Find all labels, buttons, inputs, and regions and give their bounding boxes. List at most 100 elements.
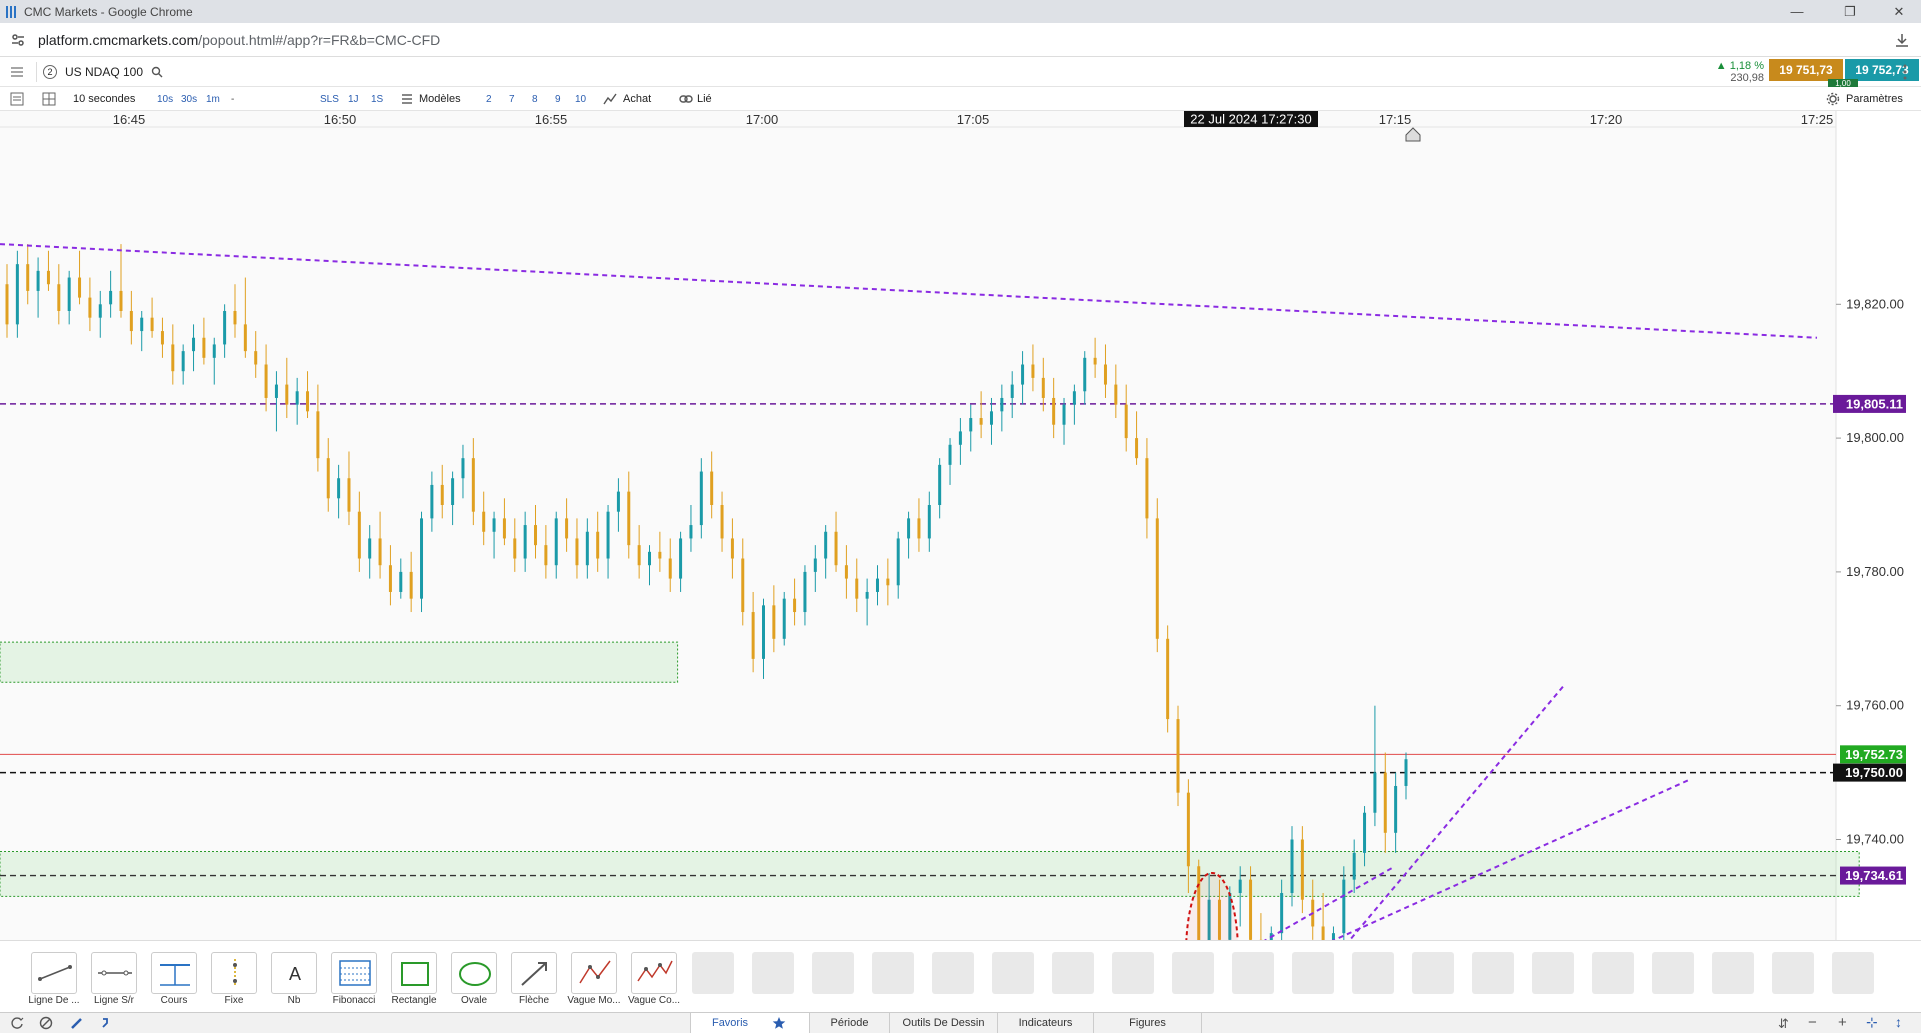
empty-tool-slot[interactable] xyxy=(692,952,734,994)
crosshair-icon[interactable]: ⊹ xyxy=(1866,1014,1878,1030)
buy-mode-button[interactable]: Achat xyxy=(623,93,652,105)
address-bar[interactable]: platform.cmcmarkets.com/popout.html#/app… xyxy=(0,23,1921,57)
empty-tool-slot[interactable] xyxy=(1772,952,1814,994)
layout-8[interactable]: 8 xyxy=(532,93,538,105)
tab-indicators[interactable]: Indicateurs xyxy=(998,1013,1094,1033)
tool-corrective-wave-button[interactable] xyxy=(631,952,677,994)
chart-list-icon[interactable] xyxy=(10,91,24,107)
tab-favorites[interactable]: Favoris xyxy=(690,1013,810,1033)
empty-tool-slot[interactable] xyxy=(872,952,914,994)
tool-motive-wave-button[interactable] xyxy=(571,952,617,994)
tool-ellipse-button[interactable] xyxy=(451,952,497,994)
refresh-icon[interactable] xyxy=(10,1016,24,1033)
timeframe-1s[interactable]: 1S xyxy=(371,93,384,105)
candle-body xyxy=(1238,879,1242,894)
empty-tool-slot[interactable] xyxy=(1172,952,1214,994)
empty-tool-slot[interactable] xyxy=(1292,952,1334,994)
tool-support-resistance-line-button[interactable] xyxy=(91,952,137,994)
timeframe-1j[interactable]: 1J xyxy=(348,93,359,105)
empty-tool-slot[interactable] xyxy=(932,952,974,994)
minimize-icon[interactable]: — xyxy=(1790,4,1804,19)
layout-grid-icon[interactable] xyxy=(42,91,56,107)
empty-tool-slot[interactable] xyxy=(1832,952,1874,994)
search-icon[interactable] xyxy=(151,66,163,78)
linked-button[interactable]: Lié xyxy=(697,93,712,105)
vertical-dots-icon[interactable] xyxy=(1903,63,1907,81)
empty-tool-slot[interactable] xyxy=(1412,952,1454,994)
empty-tool-slot[interactable] xyxy=(1112,952,1154,994)
price-chart[interactable]: 16:45 16:50 16:55 17:00 17:05 17:15 17:20 17:25… xyxy=(0,111,1921,940)
levels-layer xyxy=(0,403,1836,877)
tool-line-segment-button[interactable] xyxy=(31,952,77,994)
tool-arrow-button[interactable] xyxy=(511,952,557,994)
empty-tool-slot[interactable] xyxy=(1652,952,1694,994)
layout-2[interactable]: 2 xyxy=(486,93,492,105)
empty-tool-slot[interactable] xyxy=(1472,952,1514,994)
candle-body xyxy=(1155,518,1159,639)
tool-price-line-button[interactable] xyxy=(151,952,197,994)
layout-10[interactable]: 10 xyxy=(575,93,587,105)
tab-figures[interactable]: Figures xyxy=(1094,1013,1202,1033)
close-icon[interactable]: ✕ xyxy=(1893,3,1905,19)
download-icon[interactable] xyxy=(1894,32,1910,48)
tab-drawing-tools[interactable]: Outils De Dessin xyxy=(890,1013,998,1033)
restore-icon[interactable]: ❐ xyxy=(1844,3,1856,19)
tool-fibonacci-button[interactable] xyxy=(331,952,377,994)
tool-text-annotation-button[interactable]: A xyxy=(271,952,317,994)
empty-tool-slot[interactable] xyxy=(1712,952,1754,994)
zoom-in-icon[interactable]: + xyxy=(1838,1014,1847,1031)
candle-body xyxy=(1394,785,1398,833)
settings-button[interactable]: Paramètres xyxy=(1846,93,1903,105)
buy-chart-icon[interactable] xyxy=(603,91,617,107)
link-icon[interactable] xyxy=(679,91,693,107)
empty-tool-slot[interactable] xyxy=(1592,952,1634,994)
empty-tool-slot[interactable] xyxy=(1532,952,1574,994)
pencil-icon[interactable] xyxy=(70,1016,84,1033)
zoom-out-icon[interactable]: − xyxy=(1808,1014,1817,1031)
interval-selector[interactable]: 10 secondes xyxy=(73,93,136,105)
menu-icon[interactable] xyxy=(10,66,24,78)
timeframe-sls[interactable]: SLS xyxy=(320,93,339,105)
url-text[interactable]: platform.cmcmarkets.com/popout.html#/app… xyxy=(38,32,440,48)
favorites-star-icon[interactable] xyxy=(772,1016,786,1033)
empty-tool-slot[interactable] xyxy=(992,952,1034,994)
layout-7[interactable]: 7 xyxy=(509,93,515,105)
sell-button[interactable]: 19 751,73 xyxy=(1769,59,1843,81)
tab-period[interactable]: Période xyxy=(810,1013,890,1033)
candle-body xyxy=(689,525,693,539)
layout-9[interactable]: 9 xyxy=(555,93,561,105)
reset-zoom-icon[interactable]: ⇵ xyxy=(1778,1016,1789,1031)
interval-10s[interactable]: 10s xyxy=(157,93,174,105)
empty-tool-slot[interactable] xyxy=(1352,952,1394,994)
candle-body xyxy=(855,578,859,599)
templates-icon[interactable] xyxy=(400,91,414,107)
magnet-icon[interactable] xyxy=(100,1016,114,1033)
rectangle-icon xyxy=(392,962,438,996)
site-settings-icon[interactable] xyxy=(10,32,26,48)
settings-gear-icon[interactable] xyxy=(1826,91,1840,107)
empty-tool-slot[interactable] xyxy=(1052,952,1094,994)
candle-body xyxy=(648,551,652,566)
interval-dash[interactable]: - xyxy=(231,93,235,105)
price-line-icon xyxy=(152,964,198,996)
templates-button[interactable]: Modèles xyxy=(419,93,461,105)
interval-30s[interactable]: 30s xyxy=(181,93,198,105)
buy-button[interactable]: 19 752,73 xyxy=(1845,59,1919,81)
empty-tool-slot[interactable] xyxy=(1232,952,1274,994)
resistance-price-label: 19,805.11 xyxy=(1846,396,1903,411)
empty-tool-slot[interactable] xyxy=(752,952,794,994)
candle-body xyxy=(1207,899,1211,940)
expand-icon[interactable]: ↕ xyxy=(1895,1014,1902,1030)
candle-body xyxy=(886,578,890,586)
interval-1m[interactable]: 1m xyxy=(206,93,220,105)
candle-body xyxy=(875,578,879,592)
instrument-selector[interactable]: 2 US NDAQ 100 xyxy=(36,62,186,82)
candle-body xyxy=(1166,638,1170,720)
cancel-icon[interactable] xyxy=(39,1016,53,1033)
tool-rectangle-button[interactable] xyxy=(391,952,437,994)
empty-tool-slot[interactable] xyxy=(812,952,854,994)
candle-body xyxy=(243,324,247,352)
tool-label: Nb xyxy=(287,995,301,1006)
candle-body xyxy=(192,337,196,352)
tool-fixed-line-button[interactable] xyxy=(211,952,257,994)
